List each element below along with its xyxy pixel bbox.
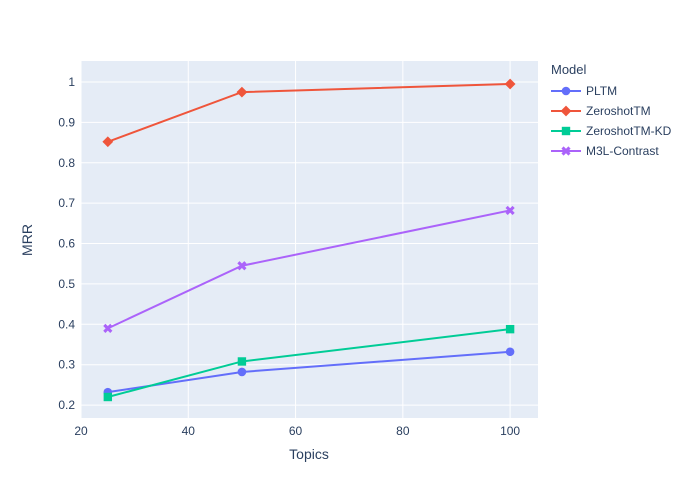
y-tick-label: 0.2 [58, 398, 75, 412]
y-tick-label: 0.3 [58, 358, 75, 372]
diamond-marker[interactable] [236, 86, 248, 98]
x-tick-label: 40 [182, 424, 196, 438]
x-tick-label: 80 [396, 424, 410, 438]
x-tick-label: 60 [289, 424, 303, 438]
legend-item-m3l-contrast[interactable]: M3L-Contrast [551, 141, 671, 161]
legend-item-zeroshottm[interactable]: ZeroshotTM [551, 101, 671, 121]
diamond-marker[interactable] [560, 105, 572, 117]
y-tick-label: 0.8 [58, 156, 75, 170]
x-axis-title: Topics [289, 446, 329, 462]
x-tick-label: 100 [500, 424, 520, 438]
square-marker[interactable] [103, 392, 113, 402]
y-axis-title: MRR [19, 224, 35, 256]
x-marker[interactable] [561, 146, 571, 156]
x-marker[interactable] [237, 261, 247, 271]
y-tick-label: 0.7 [58, 196, 75, 210]
circle-marker[interactable] [237, 367, 247, 377]
y-tick-label: 0.5 [58, 277, 75, 291]
legend-title: Model [551, 62, 587, 77]
y-tick-label: 0.4 [58, 317, 75, 331]
legend-sample-zeroshottm [551, 105, 581, 117]
legend-sample-m3l-contrast [551, 146, 581, 156]
legend-label: PLTM [586, 84, 618, 98]
diamond-marker[interactable] [504, 78, 516, 90]
x-marker[interactable] [505, 205, 515, 216]
circle-marker[interactable] [561, 86, 571, 96]
legend-label: ZeroshotTM [586, 104, 651, 118]
square-marker[interactable] [237, 357, 247, 366]
legend: Model PLTM ZeroshotTM ZeroshotTM-KD M3L-… [551, 61, 671, 161]
x-tick-label: 20 [74, 424, 88, 438]
plot-area[interactable] [81, 61, 538, 418]
y-tick-label: 0.9 [58, 115, 75, 129]
square-marker[interactable] [505, 324, 515, 334]
legend-label: ZeroshotTM-KD [586, 124, 672, 138]
legend-item-pltm[interactable]: PLTM [551, 81, 671, 101]
legend-sample-zeroshottm-kd [551, 126, 581, 136]
y-tick-label: 1 [68, 75, 75, 89]
y-tick-label: 0.6 [58, 237, 75, 251]
legend-label: M3L-Contrast [586, 144, 659, 158]
legend-sample-pltm [551, 86, 581, 96]
circle-marker[interactable] [505, 347, 515, 357]
square-marker[interactable] [561, 126, 571, 136]
legend-item-zeroshottm-kd[interactable]: ZeroshotTM-KD [551, 121, 671, 141]
x-marker[interactable] [103, 323, 113, 333]
diamond-marker[interactable] [102, 136, 114, 148]
